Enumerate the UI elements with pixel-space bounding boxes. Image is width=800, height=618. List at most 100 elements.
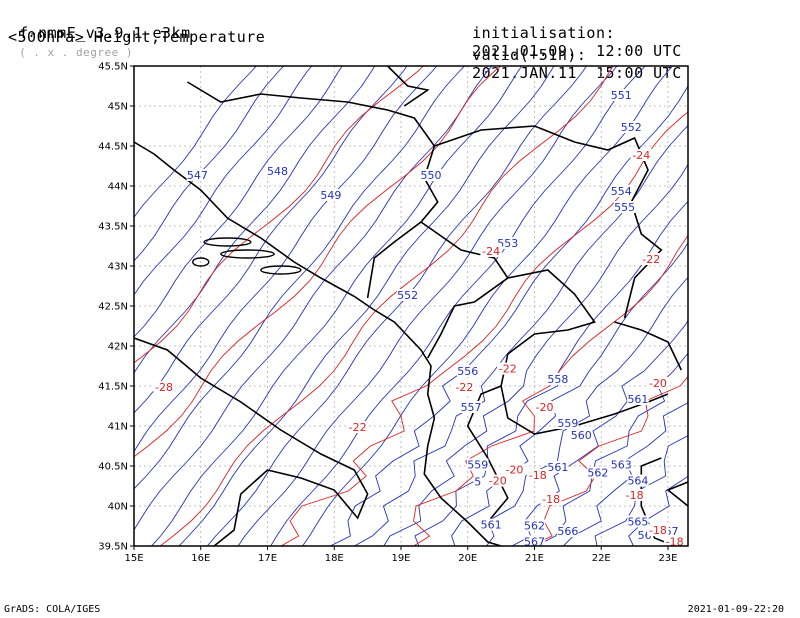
- height-contour-label: 559: [557, 417, 578, 430]
- height-contour-label-bg: [610, 185, 633, 197]
- temperature-contour-label-bg: [527, 469, 549, 481]
- height-contour-label-bg: [547, 461, 569, 473]
- temperature-contour-label-bg: [647, 524, 669, 537]
- temperature-contour-label: -22: [349, 421, 367, 434]
- coast-border-line: [420, 221, 509, 359]
- height-contour-line: [134, 66, 376, 374]
- height-contour-label: 5: [474, 475, 481, 488]
- temperature-contour-label: -22: [642, 253, 660, 266]
- height-contour-label-bg: [547, 373, 569, 385]
- height-contour-label-bg: [466, 458, 489, 471]
- valid-label: valid(+51h):: [472, 46, 587, 64]
- island-outline: [260, 265, 302, 275]
- height-contour-label: 561: [547, 461, 568, 474]
- lat-tick-label: 41N: [108, 422, 128, 433]
- temperature-contour-label-bg: [346, 421, 369, 433]
- lat-tick-label: 45N: [108, 102, 128, 113]
- temperature-contour-line: [412, 234, 688, 546]
- height-contour-label: 547: [187, 169, 208, 182]
- height-contour-line: [178, 66, 555, 546]
- timestamp-label: 2021-01-09-22:20: [687, 604, 784, 615]
- height-contour-line: [414, 200, 688, 546]
- height-contour-line: [134, 66, 438, 453]
- coast-border-line: [186, 81, 439, 299]
- height-contour-line: [628, 475, 688, 546]
- temperature-contour-label-bg: [663, 535, 686, 548]
- height-contour-label: 565: [627, 515, 648, 528]
- lat-lon-grid: [134, 66, 688, 546]
- temperature-contour-label: -18: [626, 489, 644, 502]
- height-contour-label-bg: [266, 165, 289, 177]
- height-contour-label-bg: [620, 121, 643, 133]
- height-contour-line: [451, 241, 688, 546]
- height-contour-label: 557: [461, 401, 482, 414]
- height-contour-label: 562: [587, 467, 608, 480]
- lat-tick-label: 41.5N: [98, 382, 128, 393]
- temperature-contour-label-bg: [480, 245, 502, 257]
- height-contour-label: 554: [611, 185, 632, 198]
- height-contour-line: [270, 66, 646, 546]
- height-contour-label: 561: [627, 393, 648, 406]
- lat-tick-label: 45.5N: [98, 62, 128, 73]
- temperature-contour-line: [159, 66, 614, 546]
- height-contour-label-bg: [523, 519, 546, 532]
- height-contour-label-bg: [627, 515, 649, 528]
- height-contour-label-bg: [627, 474, 649, 487]
- lon-tick-label: 21E: [525, 553, 544, 564]
- height-contour-label: 559: [467, 459, 488, 472]
- credit-label: GrADS: COLA/IGES: [4, 604, 101, 615]
- lat-tick-label: 43.5N: [98, 222, 128, 233]
- temperature-contour-label-bg: [153, 381, 175, 393]
- height-contour-label-bg: [456, 365, 479, 377]
- height-contour-label-bg: [480, 518, 502, 531]
- lat-tick-label: 40N: [108, 502, 128, 513]
- height-contour-label-bg: [460, 401, 482, 413]
- level-field-title: <500hPa> Height,Temperature: [8, 28, 266, 46]
- height-contour-label: 560: [571, 429, 592, 442]
- temperature-contour-label-bg: [640, 253, 663, 265]
- temperature-contour-label: -18: [666, 535, 684, 548]
- height-contour-label-bg: [497, 237, 519, 249]
- island-outline: [203, 237, 252, 247]
- height-contour-label-bg: [627, 393, 649, 405]
- height-contour-label-bg: [396, 289, 419, 301]
- height-contour-line: [237, 66, 618, 546]
- lat-tick-label: 42.5N: [98, 302, 128, 313]
- lon-tick-label: 22E: [592, 553, 611, 564]
- height-contour-line: [329, 85, 688, 546]
- temperature-contour-label: -18: [542, 493, 560, 506]
- height-contour-label-bg: [320, 189, 342, 201]
- height-contour-line: [594, 435, 688, 546]
- height-contour-label: 550: [421, 169, 442, 182]
- height-contour-line: [134, 66, 408, 414]
- temperature-contour-label-bg: [647, 377, 669, 389]
- height-contour-label: 553: [497, 237, 518, 250]
- height-contour-label-bg: [610, 458, 633, 471]
- coast-border-line: [614, 321, 683, 371]
- lat-tick-label: 43N: [108, 262, 128, 273]
- height-contour-line: [134, 66, 285, 262]
- height-contour-line: [134, 66, 343, 338]
- temperature-contour-label-bg: [453, 381, 476, 393]
- temperature-contour-line: [529, 375, 688, 546]
- init-label: initialisation:: [472, 24, 616, 42]
- temperature-contour-label: -18: [649, 524, 667, 537]
- island-outline: [220, 249, 275, 259]
- temperature-contour-label-bg: [533, 401, 556, 413]
- temperature-contour-label-bg: [623, 489, 646, 501]
- height-contour-label: 552: [397, 289, 418, 302]
- temperature-contour-label-bg: [540, 493, 562, 505]
- height-contour-label-bg: [473, 475, 482, 488]
- model-name: f-nmmE_v3.9.1-e3km: [19, 24, 191, 42]
- lat-tick-label: 40.5N: [98, 462, 128, 473]
- coast-border-line: [666, 481, 688, 507]
- temperature-contour-label: -28: [155, 381, 173, 394]
- temperature-contour-label: -18: [529, 469, 547, 482]
- height-contour-label-bg: [523, 535, 546, 548]
- temperature-contour-label: -20: [649, 377, 667, 390]
- lat-tick-label: 44N: [108, 182, 128, 193]
- height-contour-label: 555: [614, 201, 635, 214]
- height-contour-label-bg: [587, 466, 609, 479]
- axis-ticks: 15E 16E 17E 18E 19E 20E 21E 22E 23E 39.5N 40N 40.5N…: [98, 62, 677, 565]
